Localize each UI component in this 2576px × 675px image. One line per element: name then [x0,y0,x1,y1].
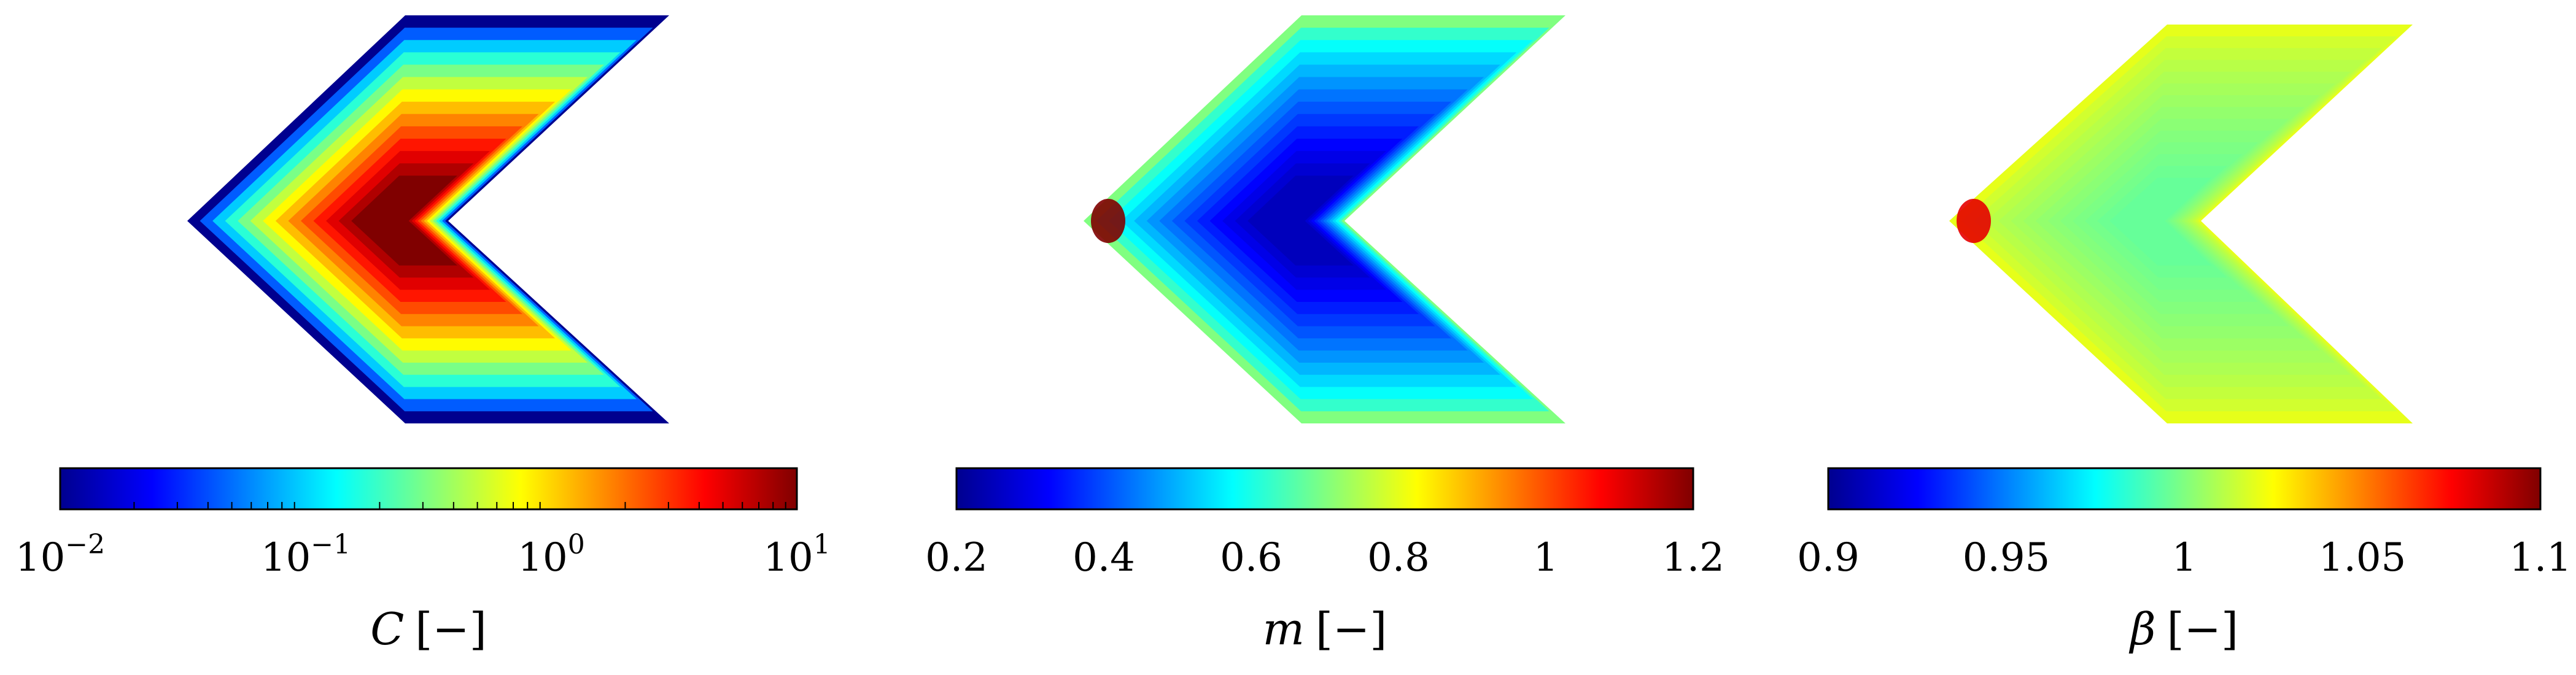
tick-label: 1.05 [2319,535,2407,580]
tick-label: 1.2 [1662,535,1724,580]
heatmap-m [1084,15,1565,423]
heatmap-peak [1091,199,1125,243]
colorbar-label-c: C [−] [370,603,487,655]
tick-label: 1.1 [2509,535,2572,580]
heatmap-band [2109,177,2212,266]
colorbar-m [955,467,1694,511]
heatmap-c [187,15,669,423]
heatmap-band [1247,176,1354,266]
heatmap-band [351,176,457,266]
tick-label: 0.4 [1073,535,1135,580]
tick-label: 100 [518,529,584,580]
tick-label: 1 [1534,535,1559,580]
panel-beta: 0.9 0.95 1 1.05 1.1 β [−] [1797,25,2572,655]
colorbar-label-m: m [−] [1263,603,1387,655]
colorbar-label-beta: β [−] [2128,603,2238,655]
heatmap-beta [1949,25,2413,423]
tick-label: 10−2 [15,529,105,580]
tick-label: 0.9 [1797,535,1860,580]
panel-m: 0.2 0.4 0.6 0.8 1 1.2 m [−] [925,15,1724,655]
colorbar-ticks-c [133,502,786,509]
tick-label: 0.6 [1220,535,1282,580]
panel-c: 10−2 10−1 100 101 C [−] [15,15,831,655]
heatmap-peak [1957,199,1991,243]
colorbar-c [59,467,798,511]
colorbar-beta [1827,467,2542,511]
tick-label: 0.2 [925,535,988,580]
tick-label: 101 [763,529,830,580]
tick-label: 1 [2172,535,2197,580]
tick-label: 0.8 [1367,535,1430,580]
tick-label: 10−1 [261,529,351,580]
tick-label: 0.95 [1963,535,2050,580]
